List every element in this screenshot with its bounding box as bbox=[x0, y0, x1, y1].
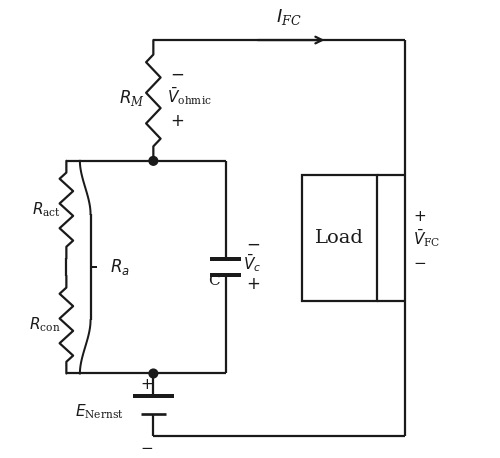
Text: $R_{\mathregular{M}}$: $R_{\mathregular{M}}$ bbox=[119, 88, 144, 108]
Text: C: C bbox=[208, 274, 220, 288]
Text: $\bar{V}_c$: $\bar{V}_c$ bbox=[243, 252, 261, 274]
Bar bbox=[302, 175, 377, 301]
Text: $I_{\mathregular{FC}}$: $I_{\mathregular{FC}}$ bbox=[276, 6, 301, 27]
Text: $+$: $+$ bbox=[246, 275, 260, 293]
Text: $\bar{V}_{\mathregular{FC}}$: $\bar{V}_{\mathregular{FC}}$ bbox=[414, 227, 441, 249]
Text: $\bar{V}_{\mathregular{ohmic}}$: $\bar{V}_{\mathregular{ohmic}}$ bbox=[167, 86, 212, 108]
Circle shape bbox=[149, 369, 158, 378]
Text: $-$: $-$ bbox=[140, 439, 152, 454]
Text: $+$: $+$ bbox=[140, 377, 152, 392]
Text: $-$: $-$ bbox=[246, 235, 260, 253]
Text: $E_{\mathregular{Nernst}}$: $E_{\mathregular{Nernst}}$ bbox=[74, 403, 124, 421]
Text: Load: Load bbox=[315, 229, 364, 247]
Text: $R_a$: $R_a$ bbox=[110, 257, 130, 277]
Text: $-$: $-$ bbox=[170, 65, 184, 83]
Text: $R_{\mathregular{act}}$: $R_{\mathregular{act}}$ bbox=[32, 200, 60, 219]
Text: $-$: $-$ bbox=[414, 254, 426, 269]
Text: $+$: $+$ bbox=[414, 209, 426, 224]
Circle shape bbox=[149, 157, 158, 165]
Text: $R_{\mathregular{con}}$: $R_{\mathregular{con}}$ bbox=[29, 315, 60, 334]
Text: $+$: $+$ bbox=[170, 112, 184, 130]
